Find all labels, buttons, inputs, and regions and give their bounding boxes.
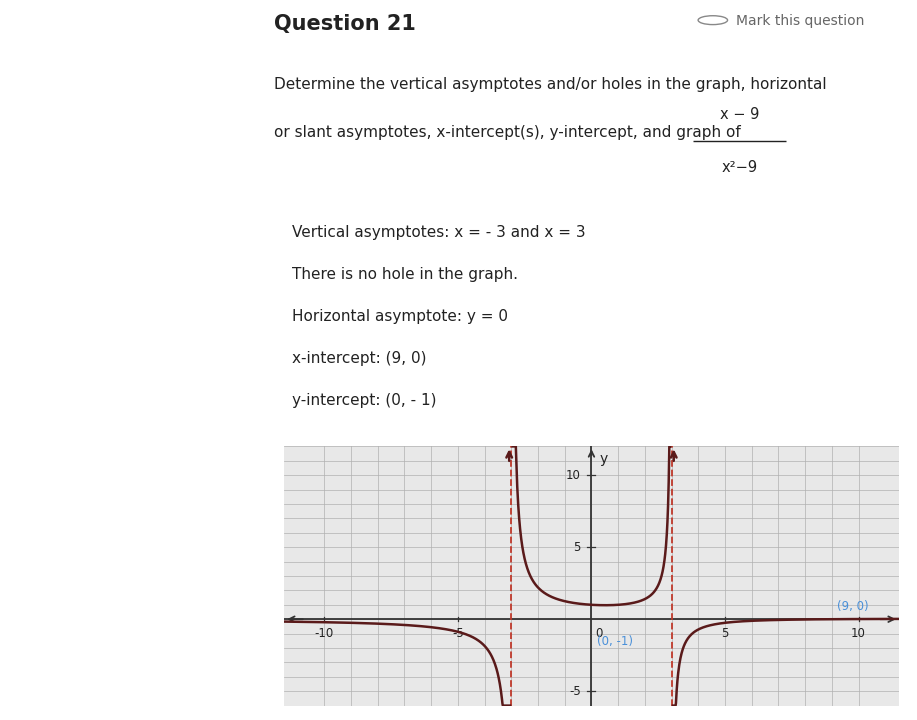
- Text: 10: 10: [851, 627, 866, 640]
- Text: -10: -10: [315, 627, 334, 640]
- Text: (9, 0): (9, 0): [837, 600, 868, 613]
- Text: -5: -5: [569, 685, 580, 698]
- Text: 10: 10: [566, 469, 580, 482]
- Text: x − 9: x − 9: [720, 107, 759, 122]
- Text: Question 21: Question 21: [274, 14, 416, 34]
- Text: 5: 5: [722, 627, 729, 640]
- Text: There is no hole in the graph.: There is no hole in the graph.: [292, 266, 518, 282]
- Text: Determine the vertical asymptotes and/or holes in the graph, horizontal: Determine the vertical asymptotes and/or…: [274, 76, 827, 91]
- Text: -5: -5: [452, 627, 464, 640]
- Text: y-intercept: (0, - 1): y-intercept: (0, - 1): [292, 392, 436, 408]
- Text: or slant asymptotes, x-intercept(s), y-intercept, and graph of: or slant asymptotes, x-intercept(s), y-i…: [274, 125, 746, 140]
- Text: y: y: [600, 452, 608, 466]
- Text: 5: 5: [573, 541, 580, 554]
- Text: x²−9: x²−9: [722, 160, 757, 175]
- Text: (0, -1): (0, -1): [597, 635, 633, 648]
- Text: 0: 0: [595, 627, 602, 640]
- Text: Horizontal asymptote: y = 0: Horizontal asymptote: y = 0: [292, 309, 508, 323]
- Text: Vertical asymptotes: x = - 3 and x = 3: Vertical asymptotes: x = - 3 and x = 3: [292, 225, 586, 240]
- Text: x-intercept: (9, 0): x-intercept: (9, 0): [292, 351, 426, 366]
- Text: Mark this question: Mark this question: [736, 14, 865, 28]
